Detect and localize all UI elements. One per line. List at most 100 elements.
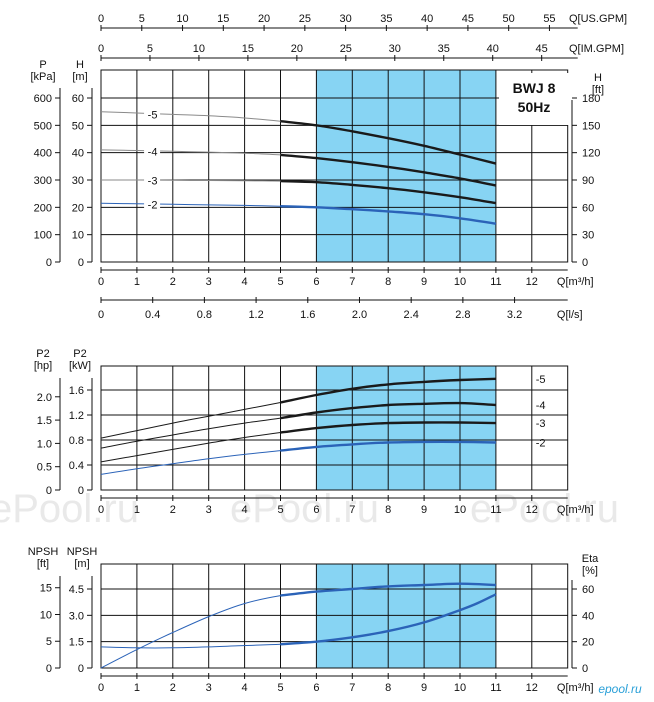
power-x-tick-label: 0 [98, 504, 104, 516]
power-kw-axis-unit: [kW] [69, 360, 91, 372]
npsh-ft-axis-tick-label: 0 [46, 663, 52, 675]
usgpm-axis-tick-label: 45 [462, 13, 474, 25]
usgpm-axis-tick-label: 55 [543, 13, 555, 25]
power-hp-axis-tick-label: 1.0 [37, 438, 52, 450]
head-x-tick-label: 2 [170, 276, 176, 288]
npsh-ft-axis-tick-label: 10 [40, 609, 52, 621]
usgpm-axis-tick-label: 50 [503, 13, 515, 25]
head-curve-3-thick [280, 179, 497, 205]
power-curve-label-4: -4 [536, 400, 546, 412]
power-curve-5-thick [280, 377, 496, 404]
head-plot-frame [100, 69, 569, 263]
head-curve-label-4: -4 [148, 146, 158, 158]
head-p-axis-tick-label: 600 [34, 93, 52, 105]
head-p-axis-title: P [39, 59, 46, 71]
head-x-tick-label: 10 [454, 276, 466, 288]
imgpm-axis-title: Q[IM.GPM] [569, 43, 624, 55]
power-curve-label-3: -3 [536, 418, 546, 430]
head-h-axis-tick-label: 20 [72, 202, 84, 214]
head-curve-label-bg [144, 197, 161, 210]
head-p-axis-tick-label: 500 [34, 120, 52, 132]
power-curve-2-thick [280, 440, 496, 452]
usgpm-axis-tick-label: 25 [299, 13, 311, 25]
power-x-tick-label: 5 [277, 504, 283, 516]
head-p-axis-tick-label: 100 [34, 230, 52, 242]
eta-axis-tick-label: 20 [582, 637, 594, 649]
ls-axis-tick-label: 0.8 [197, 309, 212, 321]
power-x-tick-label: 6 [313, 504, 319, 516]
corner-brand: epool.ru [598, 682, 642, 696]
imgpm-axis-tick-label: 30 [389, 43, 401, 55]
watermark-group: ePool.ru ePool.ru ePool.ru [0, 487, 619, 531]
power-x-tick-label: 3 [206, 504, 212, 516]
ls-axis-title: Q[l/s] [557, 309, 583, 321]
power-kw-axis-title: P2 [73, 348, 86, 360]
power-x-tick-label: 7 [349, 504, 355, 516]
imgpm-axis-tick-label: 35 [438, 43, 450, 55]
eta-axis-unit: [%] [582, 565, 598, 577]
head-x-tick-label: 12 [526, 276, 538, 288]
head-ft-axis-tick-label: 30 [582, 230, 594, 242]
head-x-tick-label: 3 [206, 276, 212, 288]
power-x-axis-title: Q[m³/h] [557, 504, 594, 516]
head-curve-label-5: -5 [148, 109, 158, 121]
usgpm-axis-tick-label: 10 [176, 13, 188, 25]
eta-axis-tick-label: 0 [582, 663, 588, 675]
power-hp-axis-tick-label: 0.5 [37, 462, 52, 474]
usgpm-axis-tick-label: 5 [139, 13, 145, 25]
eta-curve-thick [280, 582, 496, 597]
npsh-x-tick-label: 12 [526, 682, 538, 694]
power-kw-axis-tick-label: 1.2 [69, 410, 84, 422]
head-ft-axis-tick-label: 150 [582, 120, 600, 132]
npsh-m-axis-unit: [m] [74, 558, 89, 570]
model-label: BWJ 8 [513, 80, 556, 96]
power-kw-axis-tick-label: 0.4 [69, 460, 84, 472]
head-curve-label-3: -3 [148, 175, 158, 187]
head-ft-axis-tick-label: 180 [582, 93, 600, 105]
power-curve-3-thick [280, 421, 496, 434]
npsh-x-tick-label: 0 [98, 682, 104, 694]
usgpm-axis-tick-label: 40 [421, 13, 433, 25]
npsh-ft-axis-unit: [ft] [37, 558, 49, 570]
head-h-axis-tick-label: 40 [72, 148, 84, 160]
npsh-x-tick-label: 3 [206, 682, 212, 694]
imgpm-axis-tick-label: 20 [291, 43, 303, 55]
head-curve-2-thick [280, 205, 497, 225]
head-curve-label-bg [144, 144, 161, 157]
head-x-tick-label: 7 [349, 276, 355, 288]
head-h-axis-tick-label: 60 [72, 93, 84, 105]
head-ft-axis-tick-label: 120 [582, 148, 600, 160]
power-x-tick-label: 11 [490, 504, 501, 516]
npsh-m-axis-tick-label: 1.5 [69, 637, 84, 649]
head-h-axis-tick-label: 0 [78, 257, 84, 269]
power-panel: P2[hp]P2[kW]00.51.01.52.000.40.81.21.6-5… [34, 348, 594, 516]
head-ft-axis-unit: [ft] [592, 84, 604, 96]
head-p-axis-tick-label: 0 [46, 257, 52, 269]
head-curve-label-bg [144, 107, 161, 120]
usgpm-axis-tick-label: 0 [98, 13, 104, 25]
head-x-tick-label: 9 [421, 276, 427, 288]
head-p-axis-tick-label: 200 [34, 202, 52, 214]
head-p-axis-unit: [kPa] [30, 71, 55, 83]
head-curve-label-2: -2 [148, 199, 158, 211]
model-label-box: BWJ 8 50Hz [499, 73, 569, 125]
power-kw-axis-tick-label: 0.8 [69, 435, 84, 447]
npsh-curve-thick [280, 593, 497, 646]
npsh-ft-axis-tick-label: 15 [40, 583, 52, 595]
head-curve-label-bg [144, 173, 161, 186]
head-x-tick-label: 1 [134, 276, 140, 288]
ls-axis-tick-label: 0 [98, 309, 104, 321]
head-p-axis-tick-label: 400 [34, 148, 52, 160]
power-hp-axis-unit: [hp] [34, 360, 52, 372]
imgpm-axis-tick-label: 40 [487, 43, 499, 55]
power-kw-axis-tick-label: 1.6 [69, 385, 84, 397]
power-hp-axis-tick-label: 2.0 [37, 392, 52, 404]
head-ft-axis-tick-label: 0 [582, 257, 588, 269]
npsh-x-tick-label: 7 [349, 682, 355, 694]
imgpm-axis-tick-label: 0 [98, 43, 104, 55]
power-x-tick-label: 9 [421, 504, 427, 516]
power-x-tick-label: 12 [526, 504, 538, 516]
head-panel: 0 5 10 15 20 25 30 35 40 45 50 55 Q[US.GPM]0 5 10 15 20 2… [30, 13, 627, 321]
head-p-axis-tick-label: 300 [34, 175, 52, 187]
head-x-tick-label: 0 [98, 276, 104, 288]
